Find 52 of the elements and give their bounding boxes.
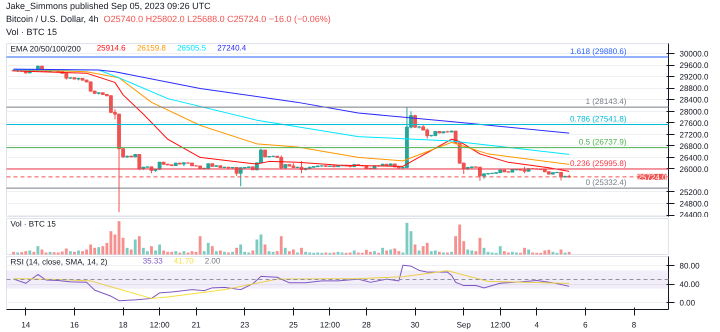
chart-title: Bitcoin / U.S. Dollar, 4h [6,14,99,24]
x-tick-label: 12:00 [150,320,170,330]
x-tick-label: 16 [70,320,80,330]
ref-line-label: 25724.0 [638,172,668,182]
y-tick-label: 28400.0 [680,96,709,105]
text: 26505.5 [177,44,207,52]
x-tick-label: 25 [288,320,298,330]
y-tick-label: 40.00 [680,280,700,290]
y-tick-label: 27600.0 [680,118,709,128]
text: 27240.4 [217,44,247,52]
y-tick-label: 27200.0 [680,130,709,140]
x-tick-label: 12:00 [320,320,340,330]
text: O25740.0 H25802.0 L25688.0 C25724.0 −16.0 (−0.06%) [104,14,331,24]
y-tick-label: 26400.0 [680,153,709,162]
x-tick-label: 4 [534,320,540,330]
text: 35.33 [142,256,164,266]
x-tick-label: 18 [118,320,128,330]
y-tick-label: 30000.0 [680,50,709,59]
ref-line-label: 0.786 (27541.8) [570,114,627,124]
ref-line-label: 1.618 (29880.6) [570,47,627,56]
x-tick-label: 28 [362,320,372,330]
y-tick-label: 28000.0 [680,107,709,116]
x-tick-label: 14 [21,320,31,330]
y-tick-label: 26800.0 [680,142,709,151]
chart-title: RSI (14, close, SMA, 14, 2) [10,258,108,266]
ref-line-label: 1 (28143.4) [586,97,627,106]
chart-subtitle: EMA 20/50/100/200 [10,44,82,54]
ref-line-label: 0.236 (25995.8) [570,159,627,168]
y-tick-label: 29200.0 [680,72,709,82]
x-tick-label: 12:00 [490,320,511,330]
text: Vol · BTC 15 [6,27,58,37]
x-tick-label: 23 [240,320,250,330]
text: Jake_Simmons published Sep 05, 2023 09:26 UTC [6,1,211,11]
y-tick-label: 26000.0 [680,164,709,174]
x-tick-label: 8 [632,320,637,330]
x-tick-label: Sep [456,320,472,330]
y-tick-label: 80.00 [680,262,700,271]
text: 26159.8 [136,44,166,52]
chart-title: Vol · BTC 15 [10,220,56,228]
y-tick-label: 28800.0 [680,84,709,94]
y-tick-label: 24800.0 [680,200,709,209]
y-tick-label: 29600.0 [680,61,709,70]
ref-line-label: 0 (25332.4) [586,178,627,188]
text: 25914.6 [96,44,126,52]
ref-line-label: 0.5 (26737.9) [578,138,627,147]
y-tick-label: 25200.0 [680,188,709,197]
text: 41.70 [174,256,194,266]
x-tick-label: 30 [410,320,420,330]
y-tick-label: 0.00 [680,298,696,308]
annotation: 2.00 [204,256,221,266]
x-tick-label: 6 [583,320,588,330]
x-tick-label: 21 [192,320,202,330]
